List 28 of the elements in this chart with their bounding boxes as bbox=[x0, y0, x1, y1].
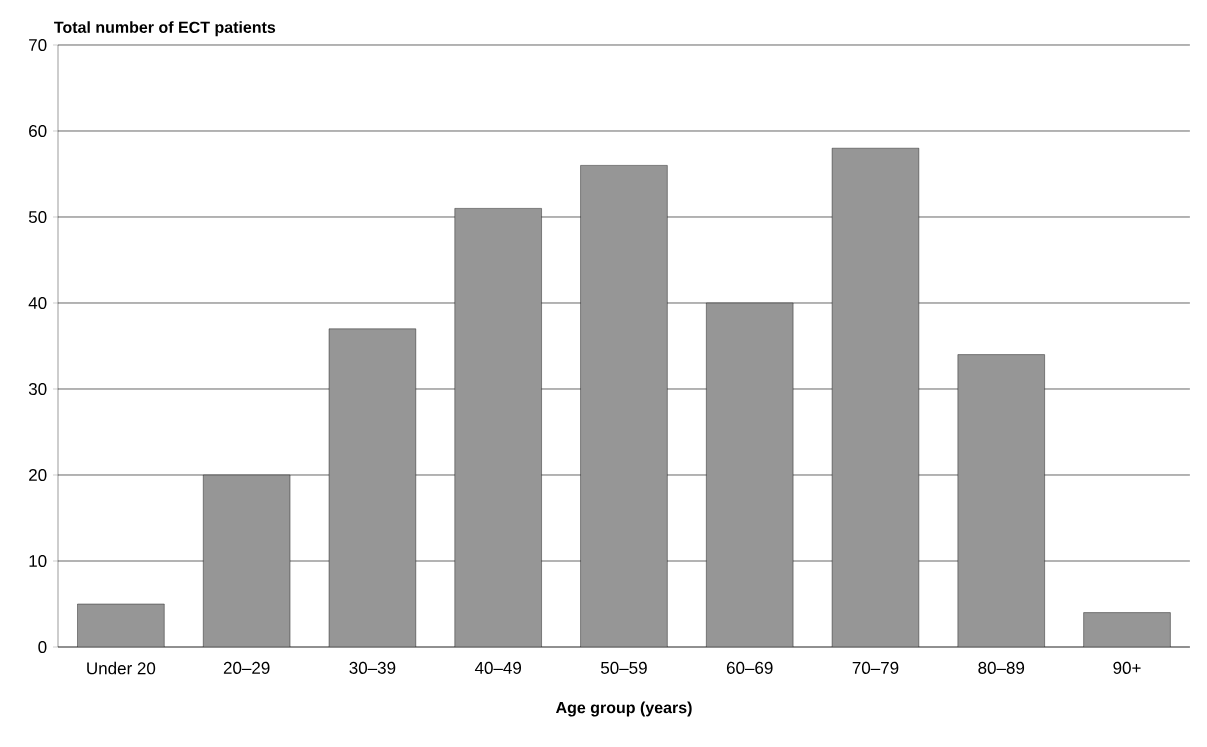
bar bbox=[328, 328, 416, 647]
y-tick-label: 70 bbox=[29, 38, 47, 52]
y-tick-label: 40 bbox=[28, 296, 47, 310]
y-axis-title: Total number of ECT patients bbox=[54, 21, 276, 37]
x-tick-label: 90+ bbox=[1113, 661, 1141, 674]
x-tick-label: 80–89 bbox=[978, 661, 1025, 674]
y-tick-label: 0 bbox=[38, 640, 47, 654]
bar bbox=[831, 148, 920, 647]
bar bbox=[1083, 612, 1171, 647]
bar bbox=[203, 474, 291, 647]
y-tick-label: 30 bbox=[28, 382, 47, 396]
bar bbox=[77, 603, 165, 647]
y-tick-label: 10 bbox=[29, 554, 47, 568]
x-tick-label: 50–59 bbox=[601, 661, 647, 674]
x-tick-label: 30–39 bbox=[349, 661, 396, 674]
x-tick-label: Under 20 bbox=[87, 661, 156, 675]
bar bbox=[706, 302, 794, 647]
y-tick-label: 60 bbox=[29, 124, 47, 138]
bar bbox=[580, 165, 668, 647]
x-tick-label: 60–69 bbox=[726, 661, 773, 674]
y-tick-label: 20 bbox=[29, 468, 47, 482]
x-tick-label: 20–29 bbox=[223, 661, 270, 674]
bar bbox=[454, 208, 542, 647]
x-axis-title: Age group (years) bbox=[555, 701, 692, 717]
x-tick-label: 40–49 bbox=[474, 661, 522, 674]
y-tick-label: 50 bbox=[28, 210, 47, 224]
x-tick-label: 70–79 bbox=[852, 661, 899, 674]
bar bbox=[957, 354, 1045, 647]
